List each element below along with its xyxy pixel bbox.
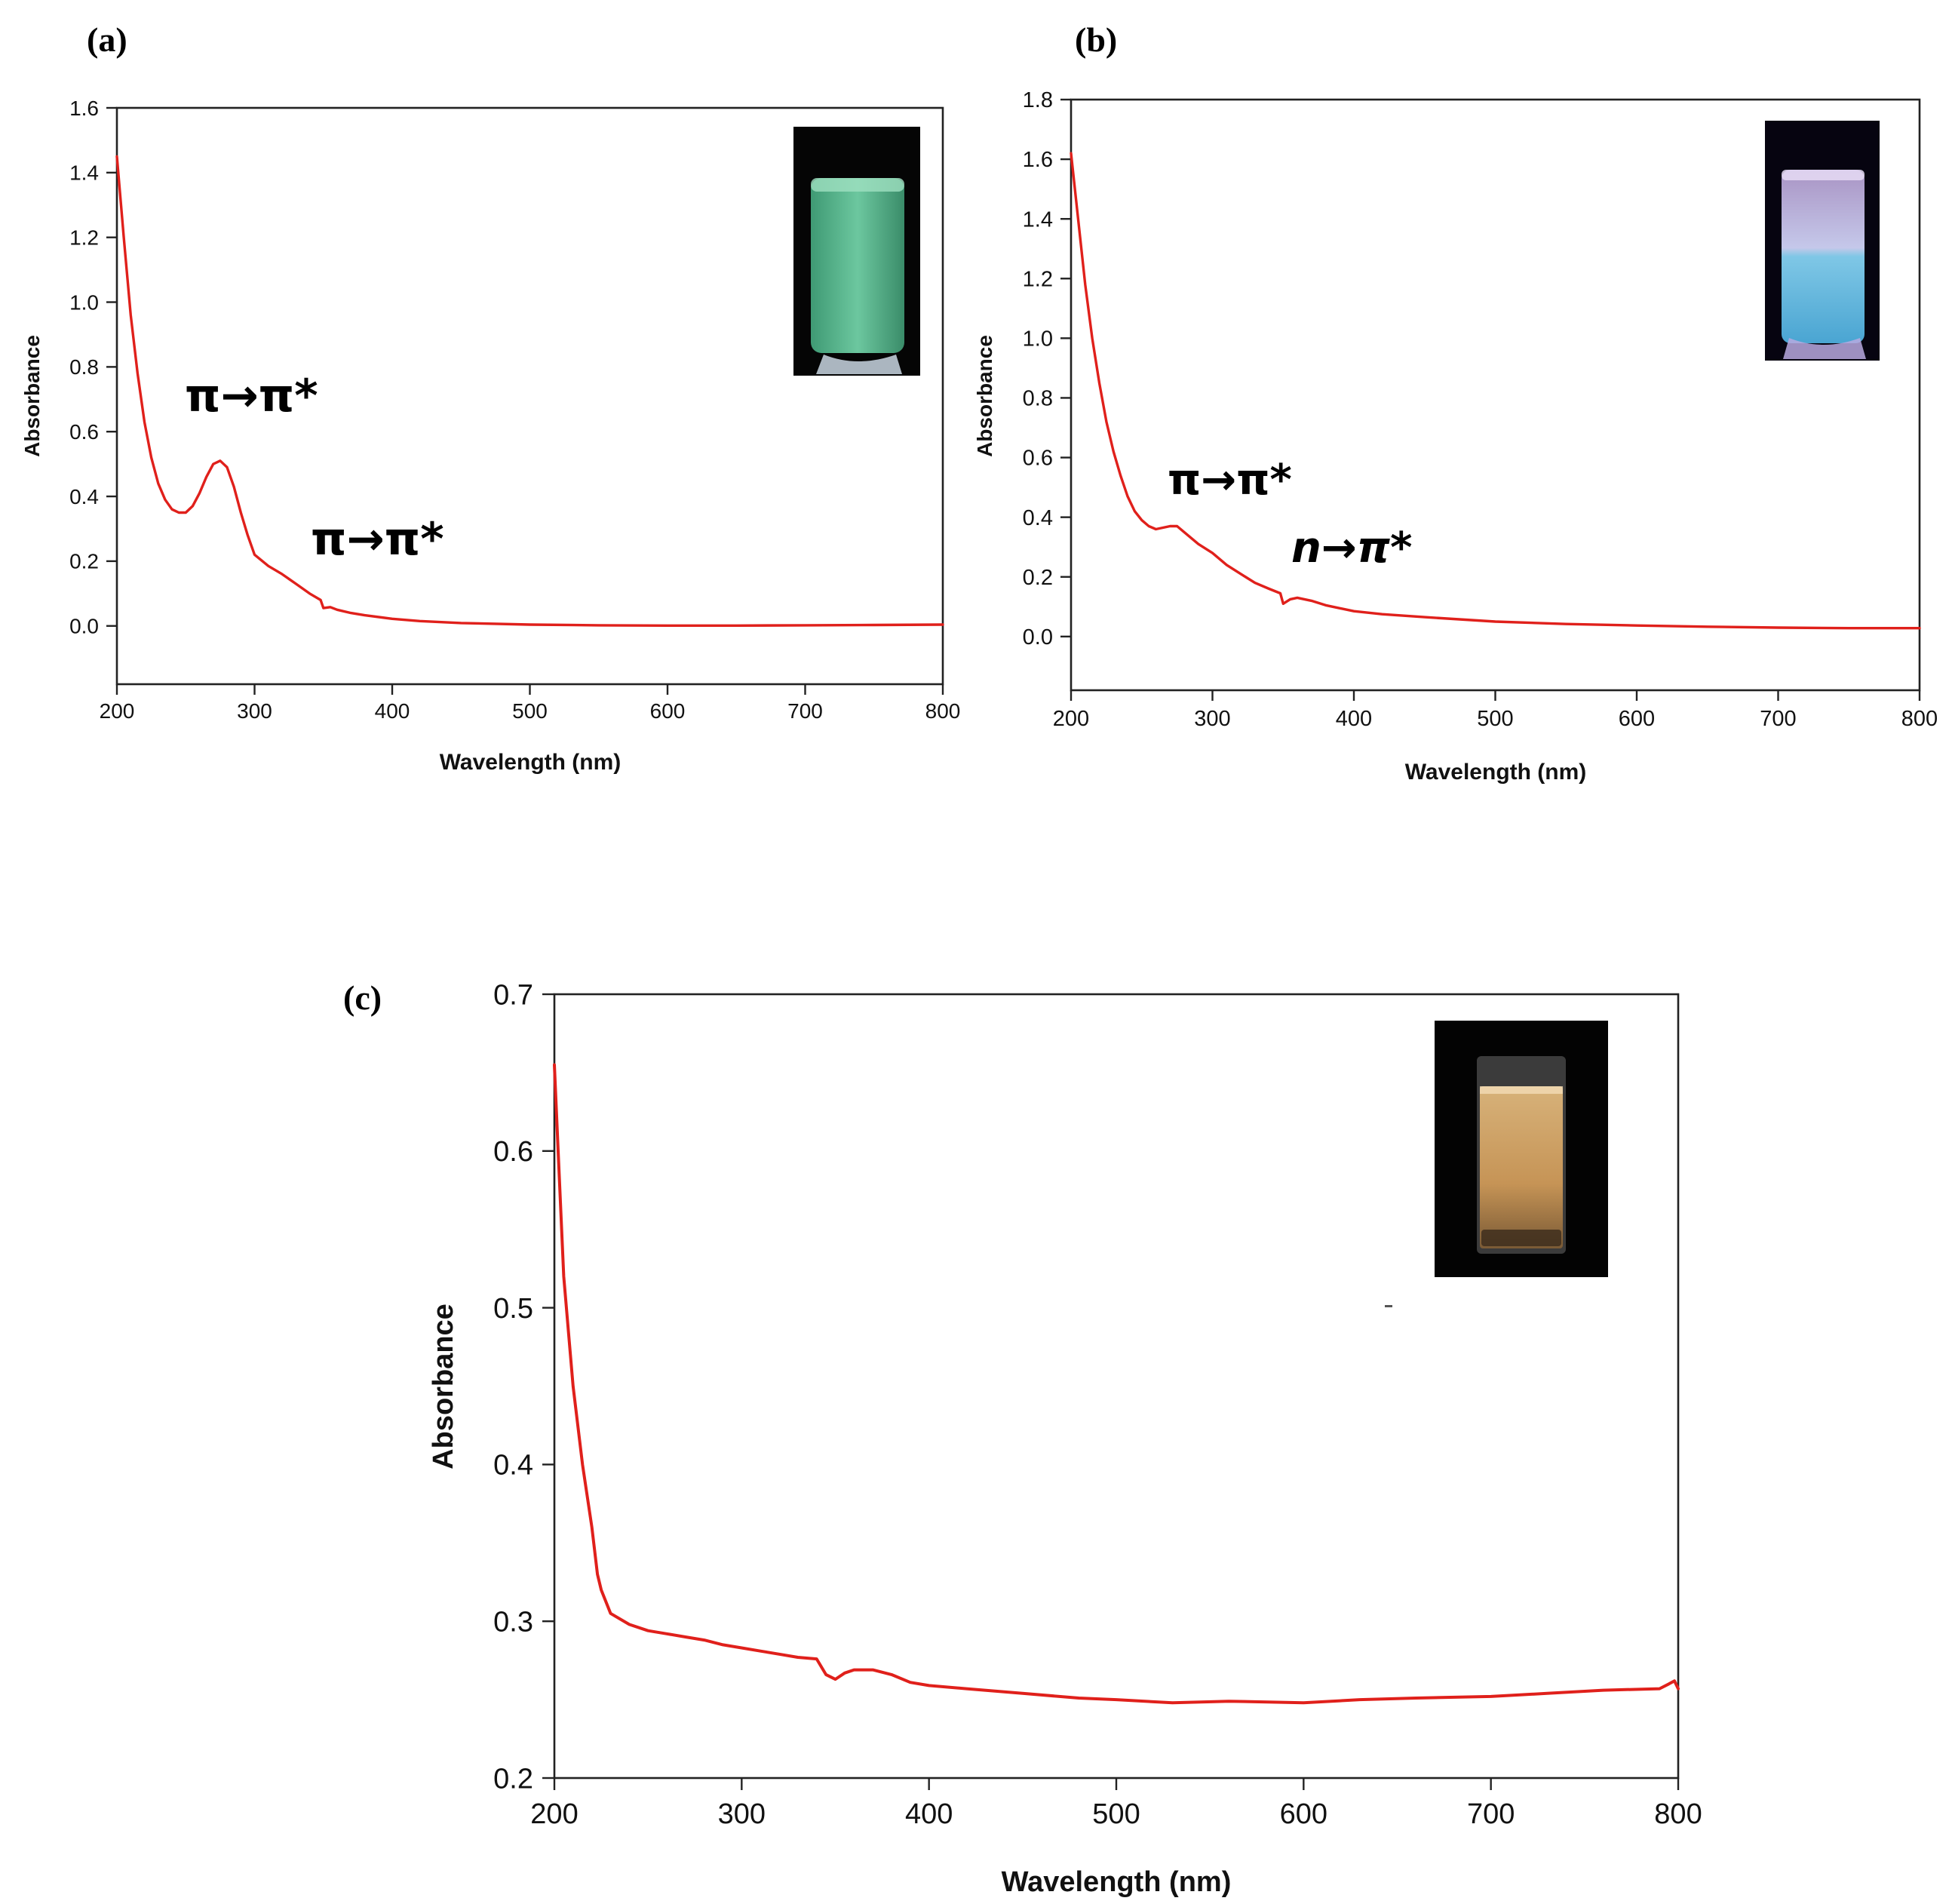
y-tick-label: 0.8 [69,355,99,379]
panel-a-label: (a) [87,20,127,59]
absorbance-spectrum-line [553,1063,1680,1705]
y-tick-label: 0.0 [1023,625,1053,650]
y-tick-label: 0.8 [1023,387,1053,411]
y-tick-label: 0.2 [1023,566,1053,590]
panel-b-label: (b) [1075,20,1117,59]
y-tick-label: 1.8 [1023,88,1053,112]
panel-a-inset-vial-green [793,127,920,376]
y-axis-label: Absorbance [428,1304,459,1469]
y-tick-label: 0.4 [493,1450,533,1482]
x-tick-label: 700 [1467,1798,1515,1830]
x-tick-label: 800 [1654,1798,1702,1830]
y-tick-label: 0.2 [69,550,99,573]
panel-a-annotation-2: π→π* [311,513,444,566]
x-tick-label: 300 [1194,707,1230,731]
y-tick-label: 1.4 [1023,207,1053,232]
absorbance-spectrum-line [115,155,944,627]
y-tick-label: 0.2 [493,1763,533,1795]
x-tick-label: 500 [1092,1798,1140,1830]
y-tick-label: 1.0 [1023,327,1053,352]
panel-b-axes: 200 300 400 500 600 700 800 0.0 0.2 0.4 0.6 0.8 1.0 1… [973,88,1938,785]
y-tick-label: 0.5 [493,1293,533,1325]
y-tick-label: 1.0 [69,290,99,314]
x-tick-label: 700 [787,699,823,723]
y-axis-label: Absorbance [973,335,996,457]
x-tick-label: 200 [1053,707,1089,731]
x-tick-label: 600 [1619,707,1655,731]
x-tick-label: 700 [1760,707,1796,731]
x-tick-label: 600 [1280,1798,1327,1830]
x-tick-label: 800 [925,699,961,723]
x-tick-label: 600 [650,699,686,723]
absorbance-spectrum-line [1070,152,1921,630]
x-tick-label: 500 [1477,707,1513,731]
y-tick-label: 1.6 [69,97,99,120]
y-tick-label: 1.2 [1023,267,1053,291]
x-tick-label: 300 [237,699,272,723]
x-tick-label: 500 [512,699,548,723]
panel-b-annotation-1: π→π* [1168,456,1292,505]
panel-a: (a) 200 300 400 500 600 700 800 0.0 0.2 0.4 0.6 0.8… [20,20,960,775]
x-tick-label: 400 [1336,707,1372,731]
x-tick-label: 400 [375,699,410,723]
x-tick-label: 800 [1901,707,1938,731]
panel-a-axes: 200 300 400 500 600 700 800 0.0 0.2 0.4 0.6 0.8 1.0 1… [20,97,960,775]
y-tick-label: 0.0 [69,615,99,638]
x-axis-label: Wavelength (nm) [440,750,622,775]
panel-c-inset-vial-amber [1435,1021,1608,1277]
x-tick-label: 300 [718,1798,766,1830]
x-tick-label: 200 [530,1798,578,1830]
y-tick-label: 1.6 [1023,148,1053,172]
y-tick-label: 1.4 [69,161,99,185]
panel-b-inset-vial-blue [1765,121,1880,361]
panel-c-stray-mark [1385,1305,1392,1307]
y-tick-label: 0.4 [1023,506,1053,530]
panel-b: (b) 200 300 400 500 600 700 800 0.0 0.2 0.4 0.6 0.8… [973,20,1938,785]
panel-b-annotation-2: n→π* [1291,524,1412,573]
x-tick-label: 400 [905,1798,953,1830]
y-tick-label: 0.3 [493,1607,533,1638]
panel-c-label: (c) [343,978,382,1017]
y-tick-label: 0.6 [1023,447,1053,471]
y-tick-label: 0.6 [69,420,99,444]
panel-c-axes: 200 300 400 500 600 700 800 0.2 0.3 0.4 0.5 0.6 0.7 W… [428,979,1702,1898]
x-tick-label: 200 [100,699,135,723]
x-axis-label: Wavelength (nm) [1002,1866,1232,1898]
x-axis-label: Wavelength (nm) [1405,760,1587,785]
panel-c: (c) 200 300 400 500 600 700 800 0.2 0.3 0.4 0.5 0.6… [343,978,1702,1898]
y-tick-label: 0.7 [493,979,533,1011]
y-tick-label: 0.4 [69,485,99,508]
y-tick-label: 0.6 [493,1136,533,1168]
y-axis-label: Absorbance [20,335,44,457]
y-tick-label: 1.2 [69,226,99,249]
panel-a-annotation-1: π→π* [185,370,318,422]
